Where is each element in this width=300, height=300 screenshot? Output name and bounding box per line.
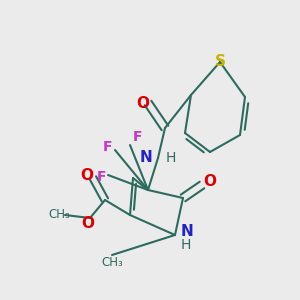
Text: F: F xyxy=(96,170,106,184)
Text: H: H xyxy=(181,238,191,252)
Text: O: O xyxy=(80,167,94,182)
Text: N: N xyxy=(181,224,194,238)
Text: CH₃: CH₃ xyxy=(101,256,123,269)
Text: CH₃: CH₃ xyxy=(48,208,70,221)
Text: N: N xyxy=(139,151,152,166)
Text: H: H xyxy=(166,151,176,165)
Text: S: S xyxy=(214,55,226,70)
Text: O: O xyxy=(136,95,149,110)
Text: F: F xyxy=(103,140,113,154)
Text: O: O xyxy=(203,175,217,190)
Text: F: F xyxy=(133,130,143,144)
Text: O: O xyxy=(82,215,94,230)
